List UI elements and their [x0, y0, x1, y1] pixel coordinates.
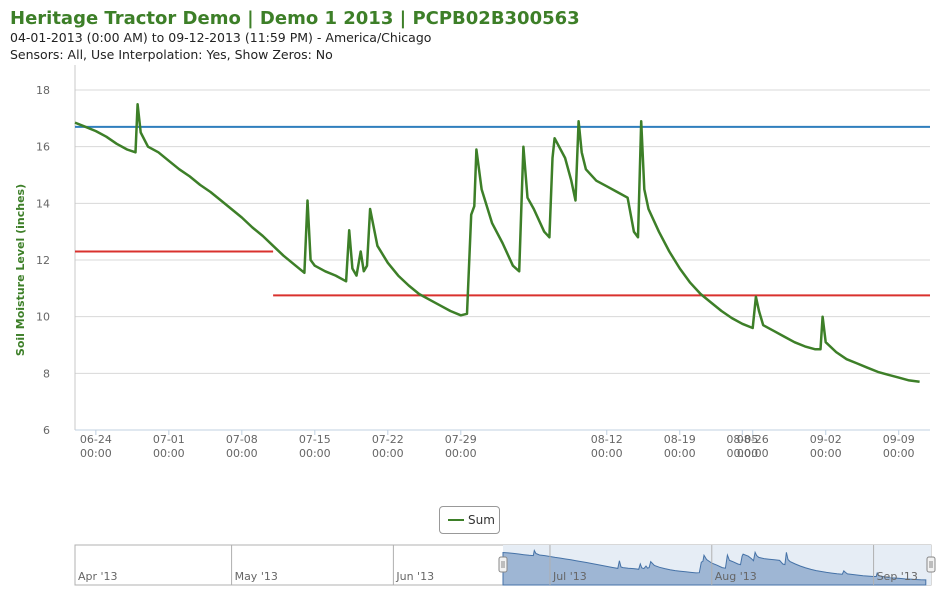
navigator-series-area — [502, 549, 927, 586]
navigator-month-label: Jun '13 — [395, 570, 434, 583]
x-tick-sublabel: 00:00 — [445, 447, 477, 460]
x-tick-label: 08-26 — [737, 433, 769, 446]
x-tick-label: 07-08 — [226, 433, 258, 446]
x-tick-label: 08-12 — [591, 433, 623, 446]
legend-label-sum: Sum — [468, 513, 495, 527]
navigator-right-handle[interactable] — [926, 556, 936, 573]
x-tick-label: 07-01 — [153, 433, 185, 446]
navigator-month-label: Jul '13 — [552, 570, 587, 583]
x-tick-label: 09-09 — [883, 433, 915, 446]
navigator-month-label: Aug '13 — [715, 570, 757, 583]
y-tick-label: 16 — [36, 141, 50, 154]
x-axis: 06-2400:0007-0100:0007-0800:0007-1500:00… — [80, 430, 915, 460]
x-tick-sublabel: 00:00 — [810, 447, 842, 460]
range-navigator[interactable]: Apr '13 May '13 Jun '13 Jul '13 Aug '13 Sep '… — [74, 544, 936, 586]
x-tick-sublabel: 00:00 — [153, 447, 185, 460]
navigator-left-handle[interactable] — [498, 556, 508, 573]
x-tick-sublabel: 00:00 — [726, 447, 758, 460]
y-tick-label: 18 — [36, 84, 50, 97]
legend[interactable]: Sum — [439, 506, 500, 534]
y-tick-label: 8 — [43, 367, 50, 380]
x-tick-sublabel: 00:00 — [80, 447, 112, 460]
x-tick-label: 07-22 — [372, 433, 404, 446]
x-tick-sublabel: 00:00 — [372, 447, 404, 460]
x-tick-sublabel: 00:00 — [591, 447, 623, 460]
y-tick-label: 6 — [43, 424, 50, 437]
grid-lines — [74, 65, 930, 431]
x-tick-label: 06-24 — [80, 433, 112, 446]
x-tick-sublabel: 00:00 — [737, 447, 769, 460]
series-line-sum — [74, 102, 920, 384]
legend-swatch-sum — [448, 519, 464, 521]
chart-title: Heritage Tractor Demo | Demo 1 2013 | PC… — [10, 8, 580, 29]
sensor-settings-text: Sensors: All, Use Interpolation: Yes, Sh… — [10, 47, 333, 62]
navigator-month-label: Sep '13 — [877, 570, 918, 583]
x-tick-sublabel: 00:00 — [299, 447, 331, 460]
x-tick-label: 08-05 — [726, 433, 758, 446]
chart-subtitle: 04-01-2013 (0:00 AM) to 09-12-2013 (11:5… — [10, 29, 431, 63]
x-tick-label: 09-02 — [810, 433, 842, 446]
x-tick-label: 07-15 — [299, 433, 331, 446]
x-tick-sublabel: 00:00 — [226, 447, 258, 460]
x-tick-sublabel: 00:00 — [883, 447, 915, 460]
date-range-text: 04-01-2013 (0:00 AM) to 09-12-2013 (11:5… — [10, 30, 432, 45]
navigator-month-label: Apr '13 — [78, 570, 118, 583]
reference-lines — [75, 125, 930, 297]
y-tick-label: 14 — [36, 197, 50, 210]
y-tick-label: 12 — [36, 254, 50, 267]
x-tick-sublabel: 00:00 — [664, 447, 696, 460]
navigator-month-label: May '13 — [235, 570, 278, 583]
x-tick-label: 08-19 — [664, 433, 696, 446]
series-lines — [74, 102, 920, 384]
y-tick-label: 10 — [36, 311, 50, 324]
x-tick-label: 07-29 — [445, 433, 477, 446]
y-axis-ticks: 6 8 10 12 14 16 18 — [36, 84, 50, 437]
y-axis-label: Soil Moisture Level (inches) — [14, 184, 27, 356]
